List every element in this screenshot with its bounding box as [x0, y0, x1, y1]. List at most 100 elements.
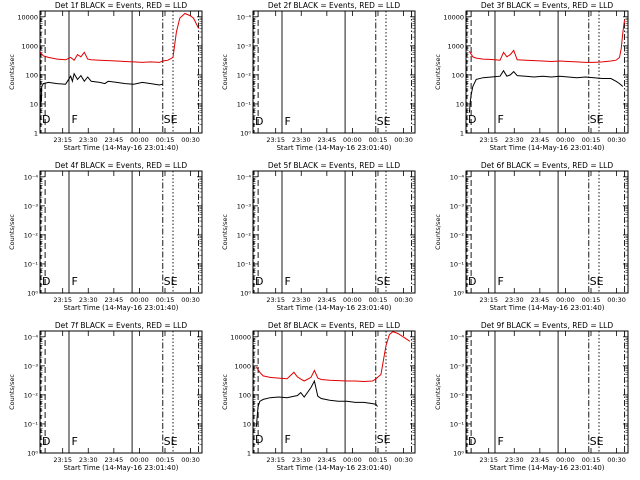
- x-tick-label: 00:30: [394, 456, 413, 464]
- y-tick-label: 1: [247, 450, 251, 458]
- y-tick-label: 10⁻⁴: [24, 333, 39, 341]
- x-tick-label: 23:15: [53, 456, 72, 464]
- x-tick-label: 23:30: [292, 456, 311, 464]
- x-tick-label: 00:00: [556, 136, 575, 144]
- x-tick-label: 00:15: [582, 456, 601, 464]
- x-tick-label: 00:30: [181, 296, 200, 304]
- x-tick-label: 00:00: [343, 296, 362, 304]
- x-tick-label: 00:00: [130, 296, 149, 304]
- x-tick-label: 00:15: [369, 296, 388, 304]
- x-tick-label: 23:15: [479, 296, 498, 304]
- y-tick-label: 1: [460, 130, 464, 138]
- marker-se: SE: [164, 435, 178, 448]
- events-series-line: [468, 69, 624, 113]
- marker-se: SE: [590, 435, 604, 448]
- x-axis-label: Start Time (14-May-16 23:01:40): [276, 144, 391, 152]
- x-axis-label: Start Time (14-May-16 23:01:40): [63, 144, 178, 152]
- x-tick-label: 23:30: [505, 296, 524, 304]
- x-axis-label: Start Time (14-May-16 23:01:40): [489, 304, 604, 312]
- y-tick-label: 10⁻¹: [237, 100, 252, 108]
- y-tick-label: 10⁻³: [450, 202, 465, 210]
- panel-title: Det 1f BLACK = Events, RED = LLD: [55, 1, 188, 10]
- detector-panel-3: Det 3f BLACK = Events, RED = LLD 1 10 100 10…: [434, 1, 629, 152]
- x-tick-label: 00:15: [582, 296, 601, 304]
- y-tick-label: 10⁻²: [24, 231, 39, 239]
- x-tick-label: 00:15: [156, 456, 175, 464]
- y-axis-label: Counts/sec: [434, 374, 442, 410]
- x-tick-label: 00:30: [181, 456, 200, 464]
- y-tick-label: 100: [239, 391, 251, 399]
- marker-f: F: [498, 435, 504, 448]
- plot-frame: [465, 170, 629, 294]
- marker-se: SE: [164, 113, 178, 126]
- marker-se: SE: [590, 275, 604, 288]
- plot-frame: [252, 10, 416, 134]
- y-tick-label: 100: [26, 71, 38, 79]
- y-tick-label: 10⁻¹: [24, 420, 39, 428]
- y-axis-label: Counts/sec: [221, 54, 229, 90]
- x-tick-label: 23:30: [79, 136, 98, 144]
- lld-series-line: [255, 331, 411, 383]
- y-tick-label: 10⁻⁴: [24, 173, 39, 181]
- y-tick-label: 10⁻²: [237, 231, 252, 239]
- y-axis-label: Counts/sec: [221, 214, 229, 250]
- y-tick-label: 10⁰: [27, 450, 38, 458]
- x-tick-label: 23:45: [104, 296, 123, 304]
- detector-panel-2: Det 2f BLACK = Events, RED = LLD 10⁰ 10⁻¹ 1…: [221, 1, 416, 152]
- y-tick-label: 10⁰: [240, 290, 251, 298]
- panel-title: Det 4f BLACK = Events, RED = LLD: [55, 161, 188, 170]
- x-tick-label: 23:15: [479, 136, 498, 144]
- y-tick-label: 1000: [447, 42, 464, 50]
- lld-series-line: [40, 12, 200, 63]
- y-tick-label: 10⁻²: [237, 71, 252, 79]
- x-tick-label: 00:30: [394, 136, 413, 144]
- marker-se: SE: [377, 115, 391, 128]
- x-tick-label: 23:15: [53, 296, 72, 304]
- y-tick-label: 10: [456, 100, 464, 108]
- marker-d: D: [468, 435, 476, 448]
- marker-d: D: [255, 275, 263, 288]
- x-tick-label: 23:45: [104, 456, 123, 464]
- x-tick-label: 00:30: [607, 296, 626, 304]
- plot-frame: [252, 170, 416, 294]
- y-tick-label: 10⁻²: [450, 391, 465, 399]
- x-tick-label: 00:15: [156, 296, 175, 304]
- panel-title: Det 6f BLACK = Events, RED = LLD: [481, 161, 614, 170]
- y-tick-label: 10⁻³: [24, 202, 39, 210]
- x-tick-label: 00:30: [607, 136, 626, 144]
- plot-frame: [465, 10, 629, 134]
- y-tick-label: 10⁻²: [24, 391, 39, 399]
- y-tick-label: 10⁻¹: [450, 260, 465, 268]
- marker-se: SE: [590, 113, 604, 126]
- marker-se: SE: [377, 275, 391, 288]
- detector-panel-1: Det 1f BLACK = Events, RED = LLD 1 10 100 10…: [8, 1, 203, 152]
- marker-f: F: [285, 275, 291, 288]
- x-tick-label: 23:45: [317, 136, 336, 144]
- y-tick-label: 100: [452, 71, 464, 79]
- y-tick-label: 10⁻³: [237, 202, 252, 210]
- x-tick-label: 23:45: [530, 296, 549, 304]
- y-axis-label: Counts/sec: [8, 54, 16, 90]
- y-tick-label: 10⁻²: [450, 231, 465, 239]
- x-tick-label: 00:15: [582, 136, 601, 144]
- x-tick-label: 00:00: [556, 296, 575, 304]
- x-axis-label: Start Time (14-May-16 23:01:40): [276, 464, 391, 472]
- x-tick-label: 23:15: [266, 456, 285, 464]
- y-tick-label: 1: [34, 130, 38, 138]
- y-axis-label: Counts/sec: [8, 374, 16, 410]
- y-tick-label: 10⁰: [27, 290, 38, 298]
- marker-f: F: [498, 113, 504, 126]
- y-tick-label: 10000: [443, 13, 464, 21]
- marker-d: D: [468, 275, 476, 288]
- y-tick-label: 10⁻³: [237, 42, 252, 50]
- x-tick-label: 23:30: [292, 136, 311, 144]
- marker-se: SE: [377, 433, 391, 446]
- x-axis-label: Start Time (14-May-16 23:01:40): [276, 304, 391, 312]
- panel-title: Det 3f BLACK = Events, RED = LLD: [481, 1, 614, 10]
- x-tick-label: 23:15: [266, 136, 285, 144]
- x-axis-label: Start Time (14-May-16 23:01:40): [489, 464, 604, 472]
- marker-d: D: [468, 113, 476, 126]
- x-tick-label: 00:15: [369, 136, 388, 144]
- detector-panel-8: Det 8f BLACK = Events, RED = LLD 1 10 100 10…: [221, 321, 416, 472]
